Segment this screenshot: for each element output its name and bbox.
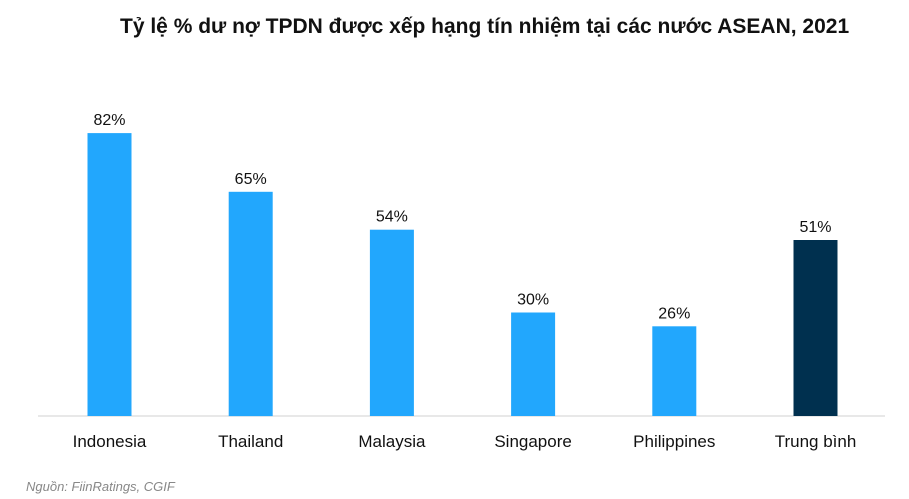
bar-malaysia [369,229,414,416]
category-label-trung-binh: Trung bình [775,432,857,451]
data-label-malaysia: 54% [376,209,408,226]
category-label-philippines: Philippines [633,432,715,451]
bar-indonesia [87,133,132,416]
category-label-indonesia: Indonesia [73,432,147,451]
data-label-trung-binh: 51% [799,219,831,236]
data-label-indonesia: 82% [93,112,125,129]
category-label-thailand: Thailand [218,432,283,451]
data-label-philippines: 26% [658,305,690,322]
chart-title: Tỷ lệ % dư nợ TPDN được xếp hạng tín nhi… [120,15,850,38]
bars-group: 82% Indonesia 65% Thailand 54% Malaysia 30% Sin… [73,112,857,451]
data-label-singapore: 30% [517,292,549,309]
data-label-thailand: 65% [235,171,267,188]
source-note: Nguồn: FiinRatings, CGIF [26,479,175,494]
bar-trung-binh [793,240,838,416]
bar-philippines [652,326,697,416]
bar-thailand [228,191,273,417]
category-label-malaysia: Malaysia [358,432,426,451]
category-label-singapore: Singapore [494,432,572,451]
bar-singapore [511,312,556,416]
